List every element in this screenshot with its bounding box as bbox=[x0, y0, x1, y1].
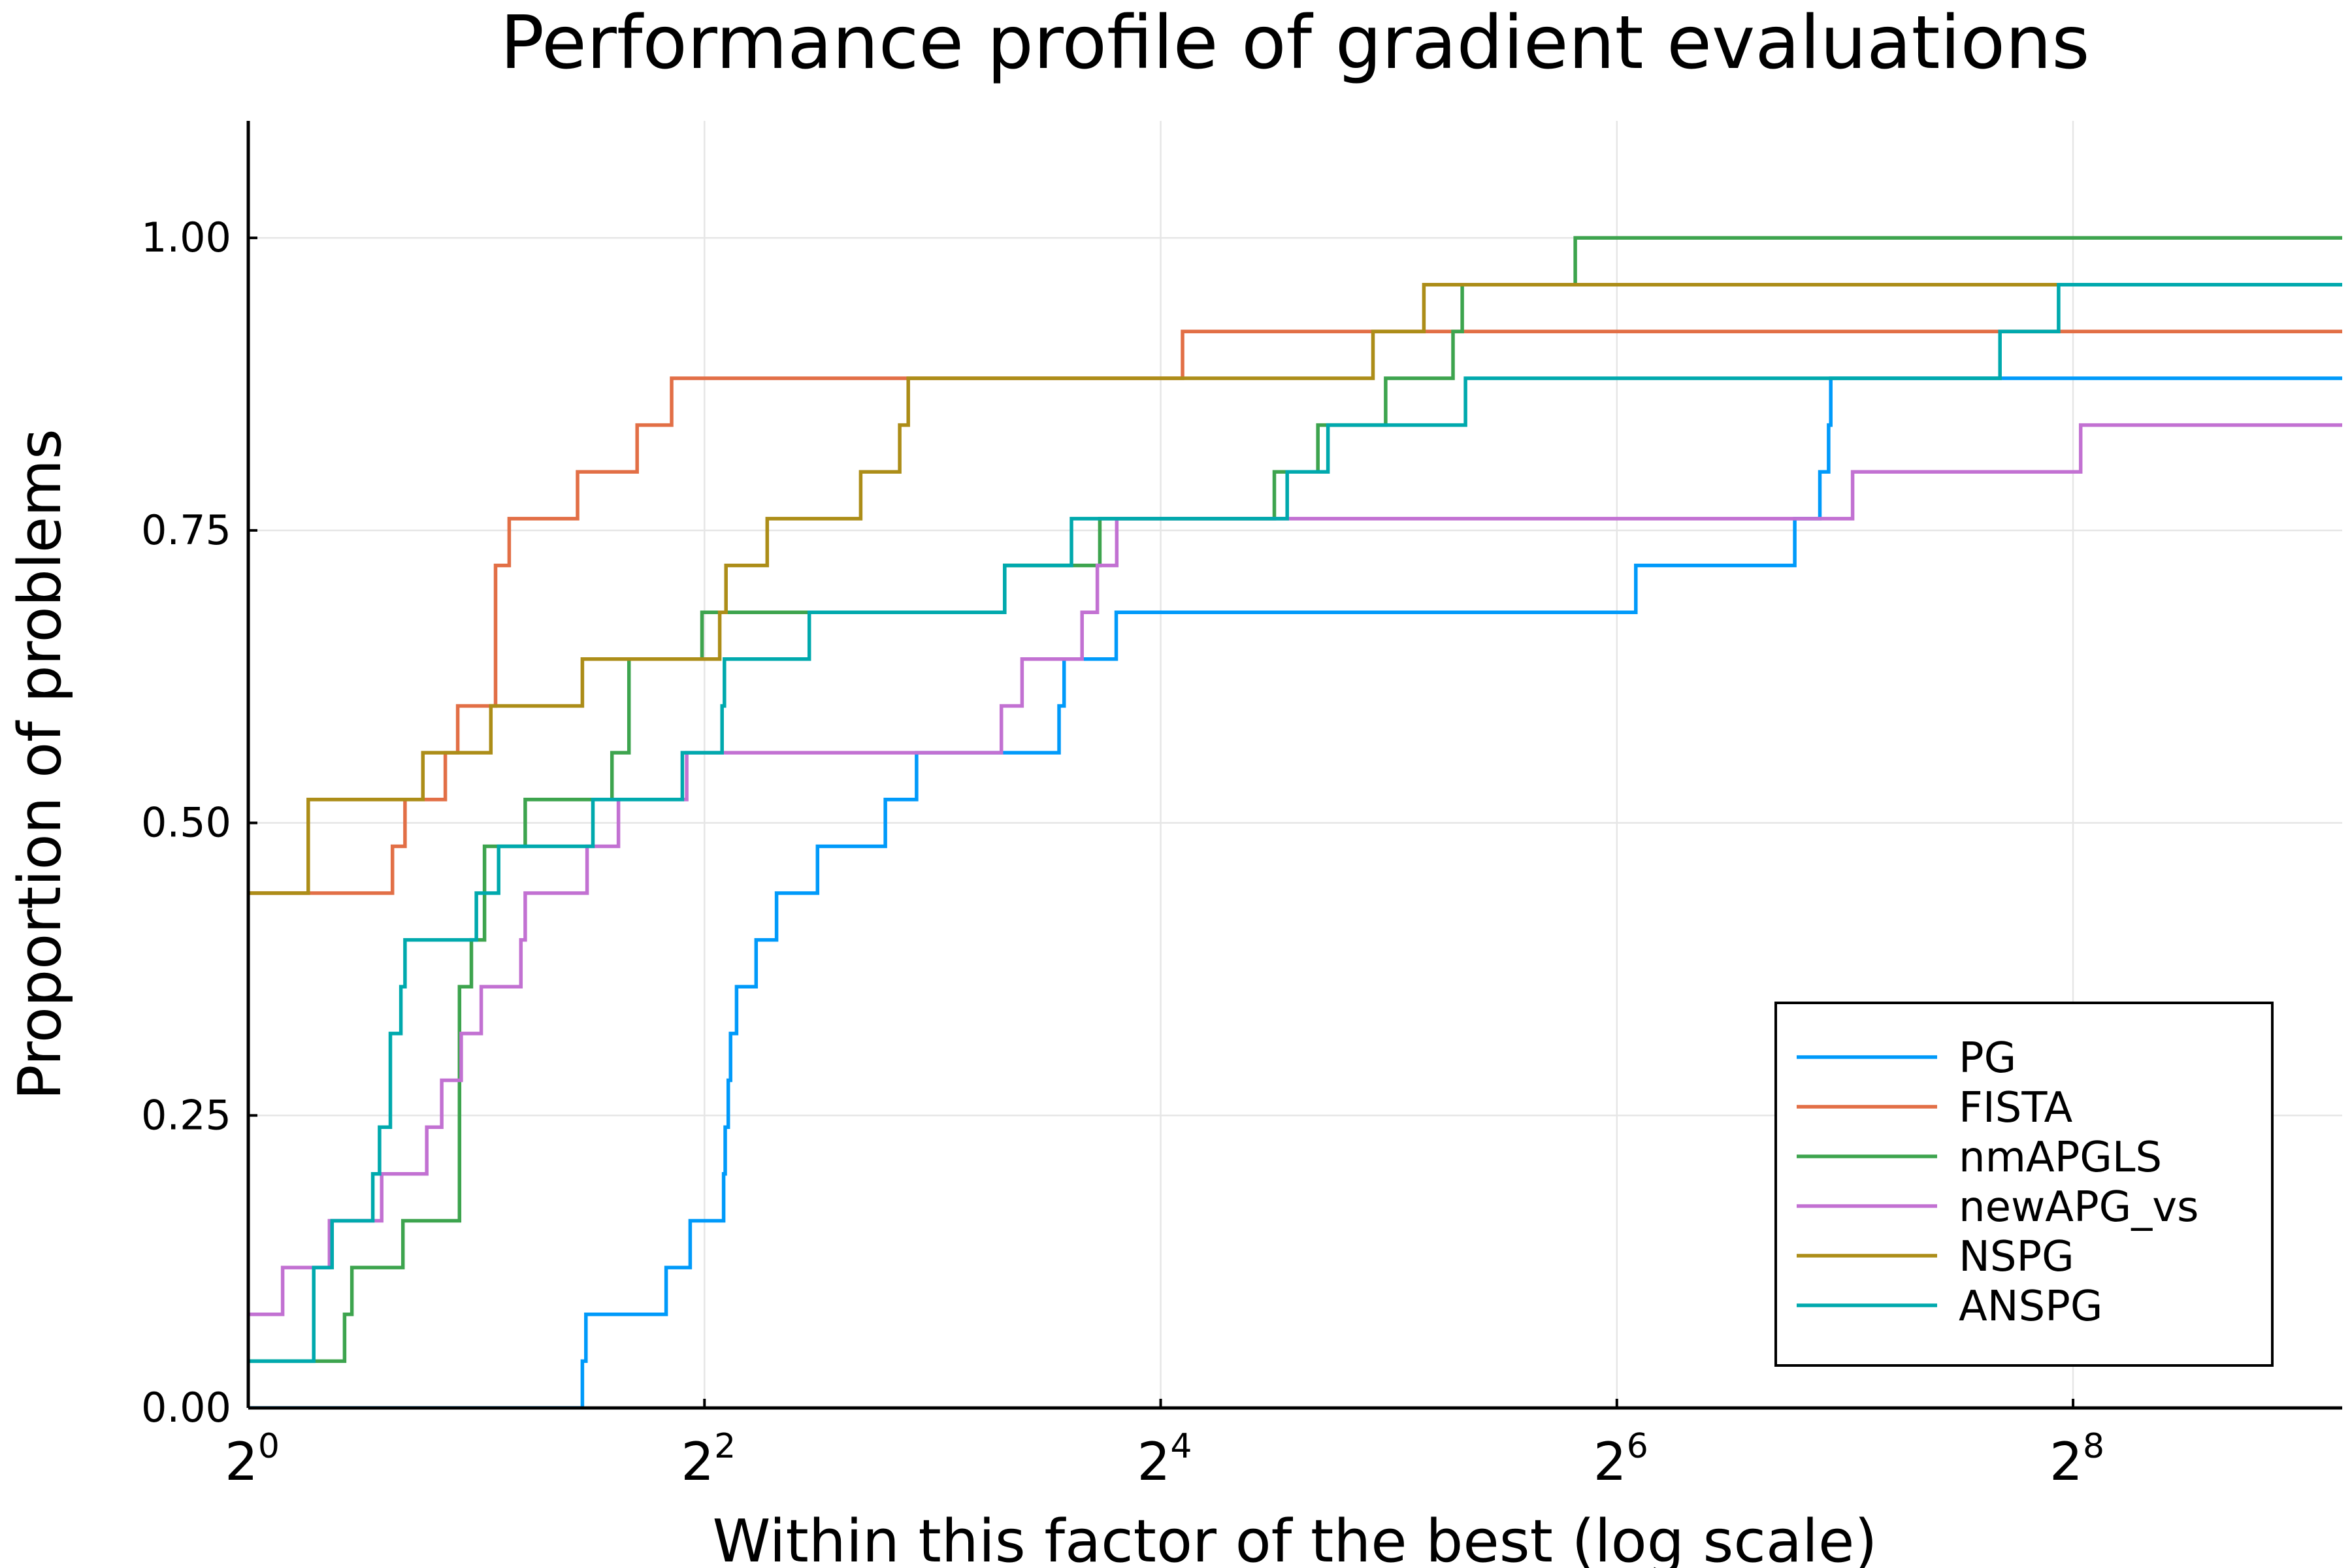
chart-title: Performance profile of gradient evaluati… bbox=[500, 1, 2089, 86]
x-tick-label: 26 bbox=[1593, 1427, 1648, 1492]
x-axis-label: Within this factor of the best (log scal… bbox=[713, 1507, 1878, 1568]
legend-item-anspg: ANSPG bbox=[1797, 1282, 2102, 1331]
y-axis-label: Proportion of problems bbox=[6, 429, 74, 1100]
series-line-fista bbox=[248, 329, 2342, 895]
legend-item-fista: FISTA bbox=[1797, 1084, 2072, 1132]
legend-label: FISTA bbox=[1959, 1084, 2072, 1132]
legend-item-nmapgls: nmAPGLS bbox=[1797, 1134, 2162, 1182]
y-tick-label: 1.00 bbox=[141, 214, 231, 261]
legend-item-newapg-vs: newAPG_vs bbox=[1797, 1183, 2198, 1232]
x-tick-label: 22 bbox=[681, 1427, 736, 1492]
y-tick-label: 0.00 bbox=[141, 1384, 231, 1431]
x-tick-label: 20 bbox=[225, 1427, 280, 1492]
legend-label: nmAPGLS bbox=[1959, 1134, 2162, 1182]
legend-item-pg: PG bbox=[1797, 1034, 2016, 1083]
x-tick-label: 24 bbox=[1137, 1427, 1192, 1492]
y-tick-label: 0.50 bbox=[141, 799, 231, 847]
axis-ticks: 0.00 0.25 0.50 0.75 1.00 20 22 24 26 28 bbox=[141, 214, 2104, 1492]
series-lines bbox=[248, 236, 2342, 1408]
legend-label: ANSPG bbox=[1959, 1282, 2102, 1331]
legend-item-nspg: NSPG bbox=[1797, 1233, 2074, 1281]
series-line-anspg bbox=[248, 282, 2342, 1364]
series-line-newapg-vs bbox=[248, 423, 2342, 1316]
legend-label: newAPG_vs bbox=[1959, 1183, 2198, 1232]
y-tick-label: 0.75 bbox=[141, 506, 231, 554]
x-tick-label: 28 bbox=[2050, 1427, 2104, 1492]
series-line-pg bbox=[248, 376, 2342, 1408]
y-tick-label: 0.25 bbox=[141, 1091, 231, 1139]
legend-label: NSPG bbox=[1959, 1233, 2074, 1281]
series-line-nspg bbox=[248, 282, 2342, 895]
legend-label: PG bbox=[1959, 1034, 2016, 1083]
